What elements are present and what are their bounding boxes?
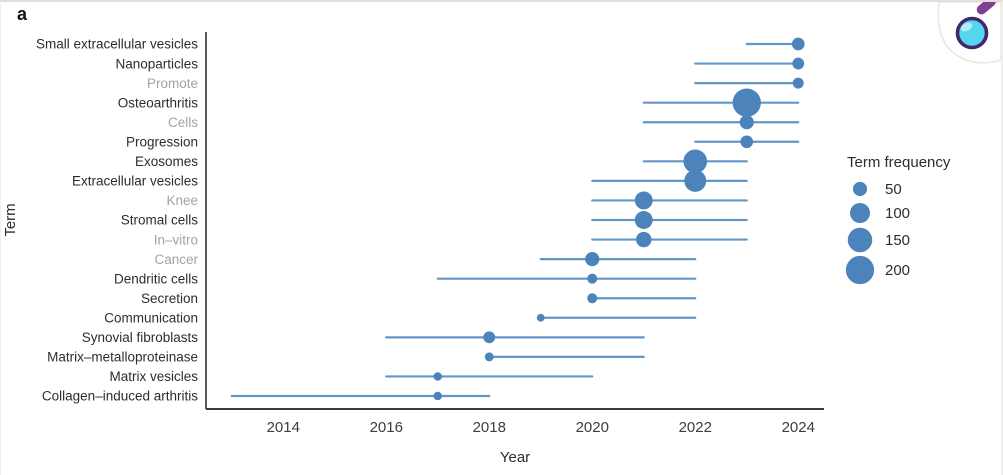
term-frequency-bubble [740,135,754,149]
magnifier-lens-icon [955,16,989,50]
term-frequency-bubble [585,252,600,267]
legend-size-label: 150 [885,232,910,249]
legend-size-label: 200 [885,262,910,279]
x-axis-tick-label: 2014 [267,419,300,436]
y-axis-title: Term [2,203,19,236]
y-axis-term-label: Knee [166,193,198,208]
term-frequency-bubble [536,313,545,322]
term-frequency-bubble [587,293,598,304]
term-frequency-bubble [433,372,442,381]
x-axis-tick-label: 2020 [576,419,609,436]
magnifier-logo-icon [937,2,1001,64]
y-axis-term-label: Synovial fibroblasts [82,330,199,345]
y-axis-term-label: Osteoarthritis [118,95,199,110]
term-frequency-bubble [732,88,761,117]
term-frequency-bubble [433,391,442,401]
x-axis-tick-label: 2016 [370,419,403,436]
y-axis-term-label: Small extracellular vesicles [36,37,198,52]
y-axis-term-label: Cancer [154,252,198,267]
term-frequency-bubble [484,352,494,362]
legend-size-circle [850,203,870,223]
y-axis-term-label: Stromal cells [121,213,199,228]
term-frequency-bubble [636,231,652,248]
y-axis-term-label: Matrix vesicles [109,369,198,384]
x-axis-title: Year [500,449,530,466]
y-axis-term-label: Matrix–metalloproteinase [47,350,198,365]
journal-logo[interactable] [931,2,1001,66]
x-axis-tick-label: 2022 [679,419,712,436]
y-axis-term-label: Exosomes [135,154,198,169]
term-frequency-bubble [791,37,805,51]
panel-label: a [17,4,28,24]
legend-size-circle [852,181,868,197]
y-axis-term-label: In–vitro [154,232,198,247]
term-frequency-bubble [483,331,496,344]
y-axis-term-label: Cells [168,115,198,130]
y-axis-term-label: Secretion [141,291,198,306]
y-axis-term-label: Communication [104,310,198,325]
legend-size-circle [845,255,875,285]
lens-highlight [960,22,973,32]
legend-size-label: 100 [885,205,910,222]
magnifier-handle-icon [976,2,996,15]
term-frequency-bubble [634,191,653,210]
term-frequency-bubble [587,273,598,284]
term-frequency-bubble [739,115,754,130]
term-frequency-bubble [792,57,805,70]
y-axis-term-label: Promote [147,76,198,91]
y-axis-term-label: Collagen–induced arthritis [42,389,198,404]
y-axis-term-label: Nanoparticles [115,56,198,71]
x-axis-tick-label: 2018 [473,419,506,436]
term-frequency-bubble [683,149,708,174]
x-axis-tick-label: 2024 [782,419,815,436]
term-frequency-bubble [792,77,804,89]
y-axis-term-label: Extracellular vesicles [72,174,198,189]
legend-size-circle [847,227,873,253]
y-axis-term-label: Progression [126,134,198,149]
y-axis-term-label: Dendritic cells [114,271,198,286]
term-frequency-bubble [684,169,707,192]
term-frequency-bubble [634,211,653,229]
legend-size-label: 50 [885,181,902,198]
legend-title: Term frequency [847,154,951,171]
